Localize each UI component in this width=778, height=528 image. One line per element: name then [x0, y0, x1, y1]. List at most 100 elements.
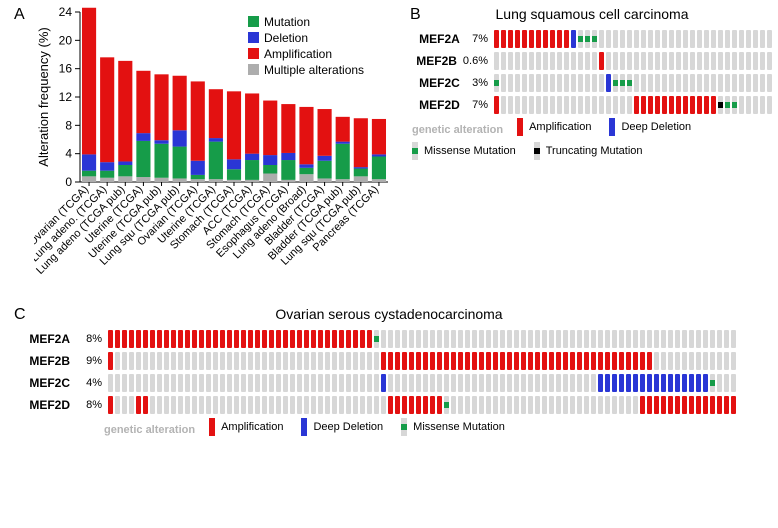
legend-item: Amplification [209, 418, 283, 436]
oncoprint-cell [479, 352, 484, 370]
oncoprint-cell [479, 374, 484, 392]
legend-label: Amplification [221, 421, 283, 433]
oncoprint-cell [549, 352, 554, 370]
oncoprint-cell [718, 52, 723, 70]
oncoprint-cell [185, 330, 190, 348]
oncoprint-cell [591, 396, 596, 414]
oncoprint-cell [563, 330, 568, 348]
amplification-icon [209, 418, 215, 436]
amplification-icon [517, 118, 523, 136]
oncoprint-cell [353, 352, 358, 370]
oncoprint-cell [115, 374, 120, 392]
oncoprint-cell [620, 52, 625, 70]
oncoprint-cell [731, 374, 736, 392]
oncoprint-cell [143, 396, 148, 414]
oncoprint-cell [115, 352, 120, 370]
oncoprint-cell [521, 396, 526, 414]
oncoprint-cell [535, 374, 540, 392]
oncoprint-cell [522, 30, 527, 48]
oncoprint-cell [493, 352, 498, 370]
oncoprint-track [494, 96, 772, 114]
panel-a: 04812162024Alteration frequency (%)Ovari… [34, 6, 398, 298]
oncoprint-cell [612, 396, 617, 414]
gene-label: MEF2B [14, 354, 76, 368]
svg-text:8: 8 [65, 118, 72, 132]
oncoprint-cell [129, 352, 134, 370]
oncoprint-cell [682, 374, 687, 392]
oncoprint-cell [543, 96, 548, 114]
oncoprint-cell [472, 330, 477, 348]
deep-deletion-icon [609, 118, 615, 136]
oncoprint-cell [199, 352, 204, 370]
oncoprint-cell [683, 52, 688, 70]
bar-chart-svg: 04812162024Alteration frequency (%)Ovari… [34, 6, 398, 298]
oncoprint-cell [402, 352, 407, 370]
oncoprint-cell [682, 396, 687, 414]
oncoprint-cell [676, 52, 681, 70]
oncoprint-cell [458, 374, 463, 392]
oncoprint-cell [577, 374, 582, 392]
oncoprint-cell [332, 352, 337, 370]
oncoprint-cell [570, 396, 575, 414]
oncoprint-cell [585, 52, 590, 70]
mutation-band-icon [444, 402, 449, 408]
oncoprint-cell [584, 330, 589, 348]
oncoprint-cell [374, 352, 379, 370]
oncoprint-row: MEF2A8% [14, 330, 764, 348]
oncoprint-cell [528, 396, 533, 414]
oncoprint-cell [717, 330, 722, 348]
oncoprint-cell [241, 396, 246, 414]
oncoprint-cell [585, 96, 590, 114]
oncoprint-cell [283, 352, 288, 370]
panel-b-title: Lung squamous cell carcinoma [412, 6, 772, 22]
oncoprint-cell [620, 74, 625, 92]
oncoprint-cell [416, 352, 421, 370]
oncoprint-cell [697, 30, 702, 48]
oncoprint-cell [122, 396, 127, 414]
oncoprint-cell [388, 374, 393, 392]
oncoprint-cell [402, 374, 407, 392]
oncoprint-cell [528, 374, 533, 392]
oncoprint-cell [585, 30, 590, 48]
oncoprint-cell [311, 330, 316, 348]
oncoprint-track [494, 74, 772, 92]
oncoprint-cell [522, 96, 527, 114]
oncoprint-cell [696, 352, 701, 370]
panel-c: Ovarian serous cystadenocarcinoma MEF2A8… [14, 306, 764, 524]
oncoprint-cell [514, 374, 519, 392]
oncoprint-cell [668, 352, 673, 370]
oncoprint-cell [599, 96, 604, 114]
oncoprint-cell [605, 396, 610, 414]
panel-b-legend: genetic alterationAmplificationDeep Dele… [412, 118, 772, 166]
oncoprint-cell [395, 396, 400, 414]
oncoprint-cell [619, 330, 624, 348]
oncoprint-cell [381, 396, 386, 414]
oncoprint-cell [732, 52, 737, 70]
oncoprint-cell [592, 30, 597, 48]
oncoprint-cell [465, 352, 470, 370]
oncoprint-cell [367, 396, 372, 414]
oncoprint-cell [529, 74, 534, 92]
oncoprint-cell [577, 352, 582, 370]
oncoprint-cell [598, 374, 603, 392]
oncoprint-cell [234, 330, 239, 348]
oncoprint-cell [536, 96, 541, 114]
svg-text:16: 16 [59, 62, 73, 76]
oncoprint-cell [536, 74, 541, 92]
oncoprint-cell [108, 330, 113, 348]
oncoprint-cell [150, 352, 155, 370]
oncoprint-cell [606, 96, 611, 114]
oncoprint-cell [494, 30, 499, 48]
oncoprint-cell [143, 374, 148, 392]
deep-deletion-icon [301, 418, 307, 436]
oncoprint-cell [416, 374, 421, 392]
mutation-band-icon [613, 80, 618, 86]
gene-label: MEF2D [412, 98, 466, 112]
oncoprint-cell [620, 96, 625, 114]
oncoprint-cell [767, 96, 772, 114]
oncoprint-cell [563, 374, 568, 392]
oncoprint-cell [374, 374, 379, 392]
oncoprint-cell [711, 30, 716, 48]
oncoprint-cell [108, 374, 113, 392]
oncoprint-cell [325, 374, 330, 392]
